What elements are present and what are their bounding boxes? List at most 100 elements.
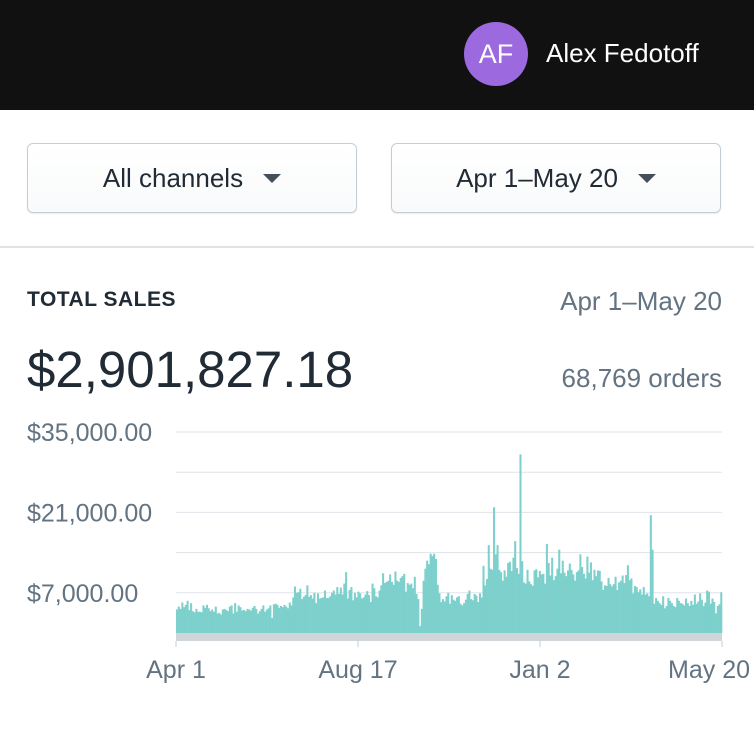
sales-bar: [616, 589, 619, 633]
sales-bar: [181, 602, 184, 633]
sales-bar: [253, 606, 256, 633]
sales-bar: [463, 603, 466, 633]
sales-bar: [683, 605, 686, 633]
sales-bar: [415, 593, 418, 633]
sales-bar: [700, 599, 703, 633]
sales-bar: [552, 580, 555, 633]
sales-bar: [200, 612, 203, 633]
sales-bar: [533, 570, 536, 633]
sales-bar: [452, 599, 455, 633]
sales-bar: [478, 593, 482, 633]
sales-bar: [274, 603, 277, 633]
sales-bar: [459, 603, 462, 633]
sales-bar: [283, 604, 286, 633]
chevron-down-icon: [263, 173, 282, 183]
sales-bar: [625, 574, 628, 633]
sales-bar: [214, 606, 217, 633]
sales-bar: [355, 597, 358, 633]
user-name[interactable]: Alex Fedotoff: [546, 38, 699, 68]
sales-bar: [288, 602, 291, 633]
sales-bar: [651, 549, 654, 633]
sales-bar: [297, 592, 300, 633]
sales-bar: [383, 583, 386, 633]
sales-bar: [473, 593, 476, 633]
sales-bar: [366, 591, 369, 633]
sales-bar: [308, 596, 311, 633]
sales-bar: [589, 562, 592, 633]
sales-bar: [429, 553, 432, 633]
sales-bar: [653, 603, 656, 633]
sales-bar: [609, 584, 612, 633]
sales-bar: [404, 591, 408, 633]
sales-bar: [272, 604, 275, 633]
sales-bar: [431, 556, 434, 633]
sales-bar: [720, 592, 723, 633]
sales-bar: [260, 608, 263, 633]
sales-bar: [410, 583, 413, 633]
sales-bar: [234, 603, 237, 633]
sales-bar: [577, 570, 580, 633]
sales-bar: [489, 568, 492, 633]
sales-bar: [438, 593, 441, 633]
avatar[interactable]: AF: [464, 22, 528, 86]
sales-bar: [406, 583, 409, 633]
sales-bar: [679, 603, 682, 633]
y-tick-label: $21,000.00: [27, 499, 152, 527]
sales-bar: [484, 585, 487, 633]
sales-bar: [392, 584, 395, 633]
date-range-select[interactable]: Apr 1–May 20: [391, 143, 721, 213]
sales-bar: [706, 590, 709, 633]
sales-bar: [699, 593, 702, 633]
sales-bar: [450, 595, 453, 633]
sales-bar: [542, 573, 545, 633]
sales-bar: [318, 598, 321, 633]
sales-bar: [281, 607, 284, 633]
sales-bar: [519, 454, 522, 633]
sales-bar: [501, 580, 504, 633]
sales-bar: [251, 607, 254, 633]
top-bar: AF Alex Fedotoff: [0, 0, 754, 110]
sales-bar: [600, 581, 603, 633]
orders-count: 68,769 orders: [561, 363, 722, 393]
sales-bar: [470, 599, 473, 633]
sales-bar: [320, 597, 323, 633]
sales-bar: [362, 597, 365, 633]
sales-bar: [353, 592, 356, 633]
sales-bar: [339, 587, 342, 633]
sales-bar: [709, 603, 712, 633]
sales-bar: [262, 605, 265, 633]
sales-bar: [522, 582, 526, 633]
sales-bar: [338, 593, 341, 633]
channel-select[interactable]: All channels: [27, 143, 357, 213]
x-tick-label: May 20: [668, 656, 750, 684]
sales-bar: [618, 582, 621, 633]
sales-bar: [295, 592, 298, 633]
sales-bar: [487, 545, 490, 633]
sales-bar: [584, 578, 587, 633]
sales-bar: [510, 570, 513, 633]
sales-bar: [626, 565, 629, 633]
sales-bar: [538, 570, 541, 633]
sales-bar: [292, 597, 295, 633]
sales-bar: [690, 600, 693, 633]
sales-bar: [249, 610, 253, 633]
sales-bar: [264, 611, 267, 633]
sales-bar: [567, 570, 570, 633]
sales-bar: [413, 576, 416, 633]
sales-bar: [239, 607, 242, 633]
sales-bar: [177, 606, 180, 633]
sales-bar: [186, 600, 189, 633]
sales-bar: [477, 601, 480, 633]
sales-bar: [591, 580, 594, 633]
sales-bar: [574, 580, 577, 633]
sales-bar: [551, 557, 554, 633]
total-sales-value: $2,901,827.18: [27, 341, 354, 398]
sales-bar: [607, 577, 610, 633]
sales-bar: [396, 580, 399, 633]
sales-bar: [563, 572, 566, 633]
sales-bar: [350, 587, 353, 633]
sales-bar: [309, 595, 312, 633]
sales-bar: [323, 590, 327, 633]
sales-bar: [545, 543, 548, 633]
sales-bar: [369, 601, 372, 633]
